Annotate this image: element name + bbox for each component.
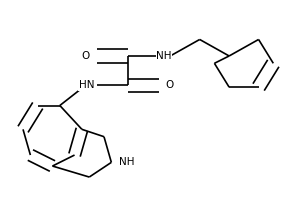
Text: HN: HN <box>79 80 94 90</box>
Text: O: O <box>166 80 174 90</box>
Text: O: O <box>82 51 90 61</box>
Text: NH: NH <box>156 51 172 61</box>
Text: NH: NH <box>119 157 134 167</box>
